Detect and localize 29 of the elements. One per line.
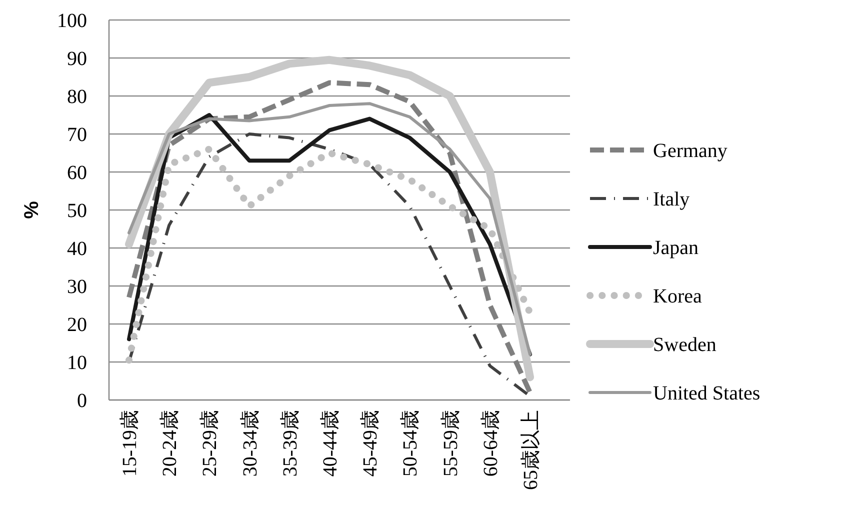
y-tick-label: 100 xyxy=(57,10,87,32)
y-tick-label: 30 xyxy=(67,276,87,298)
y-tick-label: 90 xyxy=(67,48,87,70)
y-axis-title: % xyxy=(21,200,43,219)
y-tick-label: 0 xyxy=(77,390,87,412)
x-tick-label: 25-29歳 xyxy=(199,410,222,477)
legend-label: Italy xyxy=(653,188,690,210)
x-tick-label: 50-54歳 xyxy=(400,410,422,477)
legend-label: Germany xyxy=(653,140,728,162)
y-tick-label: 50 xyxy=(67,200,87,222)
y-tick-label: 20 xyxy=(67,314,87,336)
legend-label: Sweden xyxy=(653,334,716,356)
x-tick-label: 65歳以上 xyxy=(520,410,542,490)
legend-label: Japan xyxy=(653,237,699,259)
x-tick-label: 55-59歳 xyxy=(440,410,462,477)
y-tick-label: 60 xyxy=(67,162,87,184)
x-tick-label: 20-24歳 xyxy=(159,410,182,477)
x-tick-label: 35-39歳 xyxy=(279,410,302,477)
y-tick-label: 10 xyxy=(67,352,87,374)
y-tick-label: 70 xyxy=(67,124,87,146)
y-tick-label: 40 xyxy=(67,238,87,260)
legend-label: United States xyxy=(653,382,760,404)
x-tick-label: 40-44歳 xyxy=(320,410,342,477)
x-tick-label: 30-34歳 xyxy=(239,410,262,477)
legend-label: Korea xyxy=(653,286,702,308)
x-tick-label: 45-49歳 xyxy=(360,410,382,477)
x-tick-label: 15-19歳 xyxy=(119,410,141,477)
y-tick-label: 80 xyxy=(67,86,87,108)
x-tick-label: 60-64歳 xyxy=(480,410,502,477)
